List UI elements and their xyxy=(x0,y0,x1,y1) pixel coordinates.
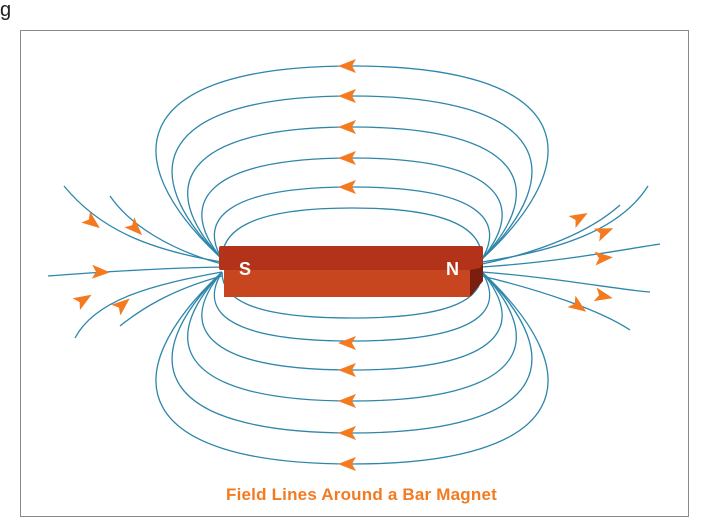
field-line-open-right xyxy=(481,185,649,263)
field-arrow-right xyxy=(594,251,613,266)
field-arrow-left xyxy=(72,294,92,311)
field-arrow-left xyxy=(124,217,143,236)
field-line-open-right xyxy=(481,275,631,331)
field-arrow-lower xyxy=(338,336,356,350)
field-arrow-lower xyxy=(338,457,356,471)
field-arrow-left xyxy=(81,211,100,229)
top-edge-text-fragment: g xyxy=(0,0,12,21)
field-line-open-left xyxy=(47,266,223,277)
field-arrows xyxy=(72,59,614,471)
field-line-open-left xyxy=(74,271,223,339)
south-pole-label: S xyxy=(239,259,251,279)
bar-magnet: S N xyxy=(219,246,483,297)
magnet-end-face xyxy=(470,264,483,297)
diagram-caption: Field Lines Around a Bar Magnet xyxy=(226,485,497,504)
field-line-open-left xyxy=(63,185,223,263)
north-pole-label: N xyxy=(446,259,459,279)
field-line-upper xyxy=(221,207,483,260)
field-arrow-upper xyxy=(338,89,356,103)
field-arrow-upper xyxy=(338,120,356,134)
field-arrow-lower xyxy=(338,426,356,440)
magnet-top-face xyxy=(219,246,483,270)
field-arrow-right xyxy=(593,287,613,302)
field-line-open-left xyxy=(109,195,223,265)
field-arrow-upper xyxy=(338,151,356,165)
field-arrow-lower xyxy=(338,363,356,377)
field-line-open-right xyxy=(481,243,661,268)
field-arrow-right xyxy=(568,213,588,229)
magnet-front-face xyxy=(224,268,480,297)
field-arrow-upper xyxy=(338,180,356,194)
field-line-upper xyxy=(171,95,533,260)
field-line-open-left xyxy=(119,275,223,327)
field-arrow-left xyxy=(91,264,110,279)
field-line-open-right xyxy=(481,271,651,293)
field-arrow-right xyxy=(567,295,587,312)
field-line-open-right xyxy=(481,204,621,265)
field-arrow-lower xyxy=(338,394,356,408)
field-line-upper xyxy=(187,126,517,260)
field-arrow-left xyxy=(111,298,130,316)
field-arrow-right xyxy=(593,228,614,242)
field-arrow-upper xyxy=(338,59,356,73)
